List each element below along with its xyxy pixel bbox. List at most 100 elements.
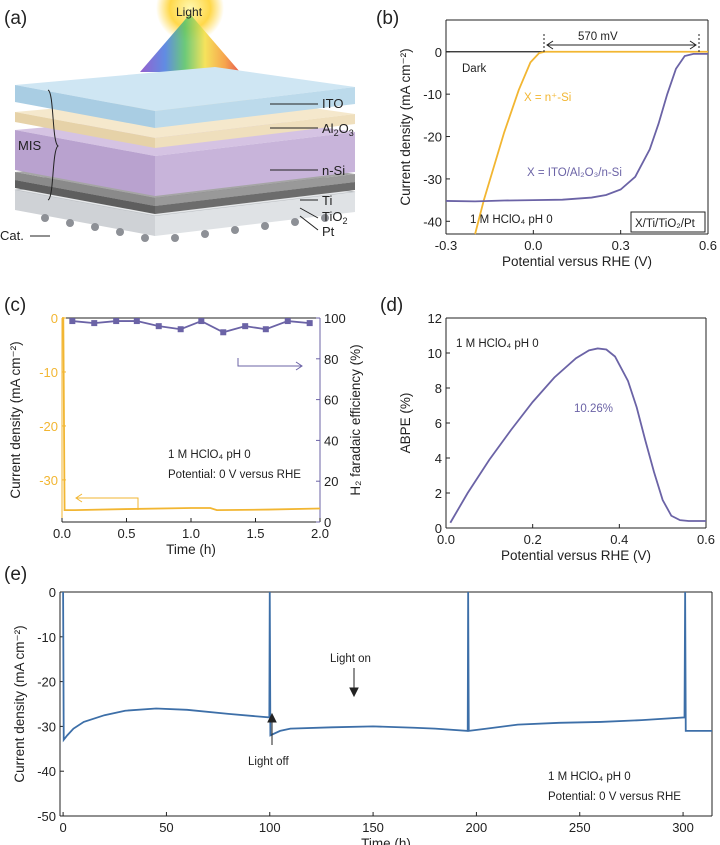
device-schematic: Light xyxy=(0,0,356,243)
y-tick-label: 12 xyxy=(428,311,442,326)
annotation-570mv: 570 mV xyxy=(578,31,618,43)
device-box xyxy=(630,211,706,233)
series-line-0 xyxy=(62,591,712,743)
data-point xyxy=(177,326,184,333)
x-tick-label: 0.0 xyxy=(53,526,71,541)
label-ito: ITO xyxy=(322,96,343,111)
annotation-device: X/Ti/TiO₂/Pt xyxy=(635,218,696,230)
x-tick-label: 0.4 xyxy=(610,532,628,547)
annotation-electrolyte-b: 1 M HClO₄ pH 0 xyxy=(470,214,553,226)
label-pt: Pt xyxy=(322,224,335,239)
light-beam xyxy=(140,14,240,72)
x-tick-label: 200 xyxy=(466,820,488,835)
chart-d: 0.0 0.2 0.4 0.6 0 2 4 6 8 10 12 Potential versus RH… xyxy=(398,311,715,563)
y-tick-label-right: 0 xyxy=(324,515,331,530)
y-tick-label: 4 xyxy=(435,451,442,466)
label-al2o3: Al2O3 xyxy=(322,121,354,138)
x-tick-label: 150 xyxy=(362,820,384,835)
panel-label-b: (b) xyxy=(376,8,399,29)
data-point xyxy=(113,318,120,325)
x-tick-label: 1.5 xyxy=(246,526,264,541)
x-tick-label: 0.0 xyxy=(437,532,455,547)
y-tick-label: -30 xyxy=(423,172,442,187)
annotation-potential-e: Potential: 0 V versus RHE xyxy=(548,791,681,803)
y-tick-label: 0 xyxy=(49,585,56,600)
data-point xyxy=(155,323,162,330)
y-axis-label: Current density (mA cm⁻²) xyxy=(398,48,413,205)
x-axis-label: Potential versus RHE (V) xyxy=(502,254,652,269)
chart-c: 0.0 0.5 1.0 1.5 2.00-10-20-30020406080100Tim… xyxy=(8,311,363,557)
y-tick-label: -20 xyxy=(37,675,56,690)
data-point xyxy=(220,329,227,336)
y-tick-label-right: 100 xyxy=(324,311,346,326)
y-tick-label: 0 xyxy=(435,45,442,60)
y-tick-label: 2 xyxy=(435,486,442,501)
y-tick-label: -10 xyxy=(37,630,56,645)
annotation-light-off: Light off xyxy=(248,756,290,768)
x-axis-label: Time (h) xyxy=(361,836,411,845)
chart-e: 0 50 100 150 200 250 300 0 -10 -20 -30 -40 -50 Time (… xyxy=(12,585,713,845)
y-tick-label-right: 40 xyxy=(324,433,338,448)
data-point xyxy=(284,318,291,325)
x-tick-label: 250 xyxy=(569,820,591,835)
y-tick-label-right: 20 xyxy=(324,474,338,489)
x-tick-label: 300 xyxy=(672,820,694,835)
series-line-0 xyxy=(62,317,321,512)
series-line-2 xyxy=(445,53,708,203)
annotation-electrolyte-c: 1 M HClO₄ pH 0 xyxy=(168,449,251,461)
annotation-electrolyte-e: 1 M HClO₄ pH 0 xyxy=(548,771,631,783)
data-point xyxy=(198,318,205,325)
annotation-mis: X = ITO/Al₂O₃/n-Si xyxy=(527,167,622,179)
annotation-light-on: Light on xyxy=(330,653,371,665)
data-point xyxy=(306,320,313,327)
annotation-electrolyte-d: 1 M HClO₄ pH 0 xyxy=(456,338,539,350)
y-tick-label: -20 xyxy=(39,419,58,434)
y-axis-label: Current density (mA cm⁻²) xyxy=(12,625,27,782)
panel-label-e: (e) xyxy=(4,564,27,585)
data-point xyxy=(91,320,98,327)
annotation-dark: Dark xyxy=(462,63,487,75)
panel-label-d: (d) xyxy=(380,295,403,316)
label-mis: MIS xyxy=(18,138,41,153)
y-tick-label: -10 xyxy=(423,87,442,102)
y-tick-label-right: 80 xyxy=(324,352,338,367)
y-tick-label: -30 xyxy=(37,719,56,734)
y-tick-label: -40 xyxy=(423,214,442,229)
y-tick-label: -20 xyxy=(423,130,442,145)
y-axis-label: ABPE (%) xyxy=(398,393,413,454)
annotation-peak: 10.26% xyxy=(574,403,613,415)
x-axis-label: Time (h) xyxy=(166,542,216,557)
shift-arrow xyxy=(543,34,700,54)
light-arrows xyxy=(267,668,359,745)
annotation-n-si: X = n⁺-Si xyxy=(524,92,571,104)
series-line-1 xyxy=(72,320,310,334)
data-point xyxy=(242,323,249,330)
x-tick-label: 0.2 xyxy=(524,532,542,547)
label-tio2: TiO2 xyxy=(322,209,347,226)
y-tick-label-right: 60 xyxy=(324,393,338,408)
y-tick-label: -30 xyxy=(39,473,58,488)
x-tick-label: 0.5 xyxy=(117,526,135,541)
x-tick-label: 100 xyxy=(259,820,281,835)
chart-b: -0.3 0.0 0.3 0.6 0 -10 -20 -30 -40 Potential vers… xyxy=(398,19,717,269)
label-ti: Ti xyxy=(322,193,332,208)
charts: -0.3 0.0 0.3 0.6 0 -10 -20 -30 -40 Potential vers… xyxy=(8,19,717,845)
y-tick-label: 0 xyxy=(51,311,58,326)
label-n-si: n-Si xyxy=(322,163,345,178)
annotation-potential-c: Potential: 0 V versus RHE xyxy=(168,469,301,481)
panel-label-c: (c) xyxy=(4,295,26,316)
y-tick-label: -10 xyxy=(39,365,58,380)
axis-arrows-c xyxy=(75,358,303,510)
x-tick-label: 50 xyxy=(159,820,173,835)
x-tick-label: 0 xyxy=(59,820,66,835)
series-line-0 xyxy=(449,347,706,524)
x-tick-label: 1.0 xyxy=(182,526,200,541)
data-point xyxy=(69,318,76,325)
x-tick-label: 2.0 xyxy=(311,526,329,541)
data-point xyxy=(262,326,269,333)
y-tick-label: 0 xyxy=(435,521,442,536)
x-tick-label: 0.0 xyxy=(524,238,542,253)
label-cat: Cat. xyxy=(0,228,24,243)
x-axis-label: Potential versus RHE (V) xyxy=(501,548,651,563)
